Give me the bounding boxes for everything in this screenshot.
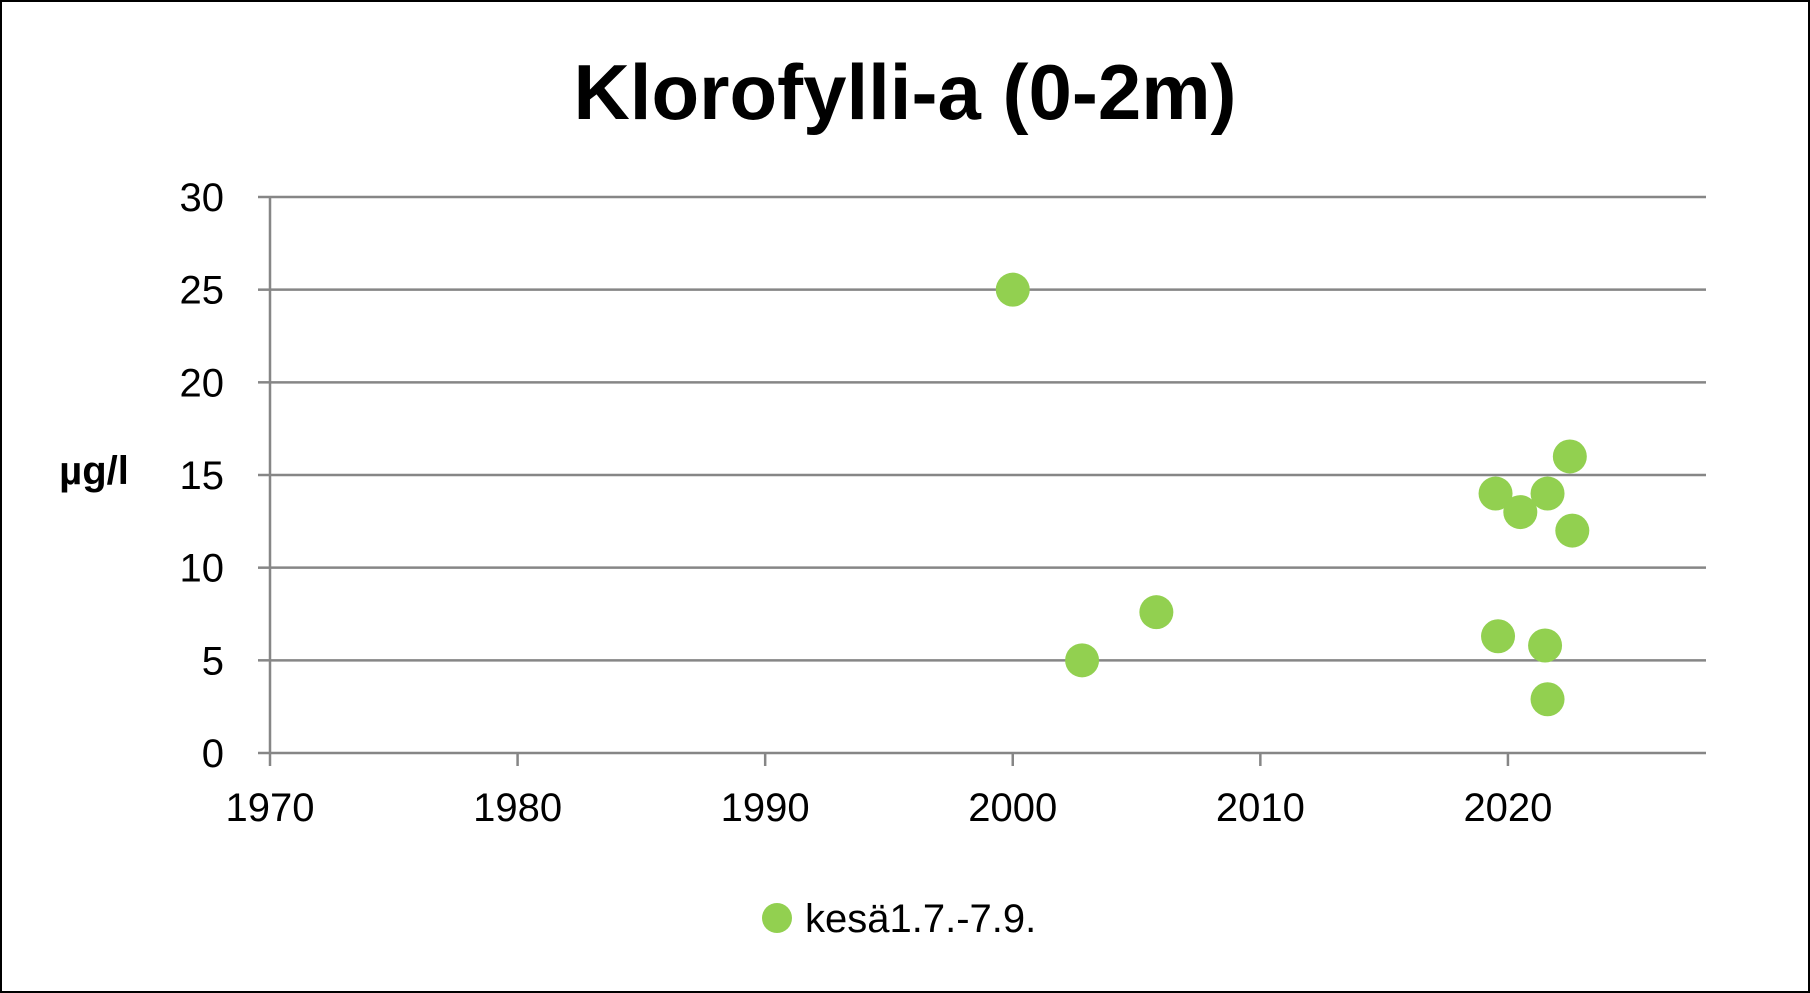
data-point-0-9 <box>1552 439 1587 474</box>
y-tick-label-15: 15 <box>180 454 225 498</box>
y-tick-label-20: 20 <box>180 361 225 405</box>
data-points <box>995 272 1590 717</box>
tick-labels: 0 5 10 15 20 25 30 1970 1980 1990 2000 2010 2020 <box>180 176 1553 830</box>
y-tick-label-30: 30 <box>180 176 225 220</box>
data-point-0-6 <box>1528 628 1563 663</box>
data-point-0-5 <box>1503 495 1538 530</box>
data-point-0-1 <box>1065 643 1100 678</box>
data-point-0-3 <box>1478 476 1513 511</box>
gridlines <box>270 195 1706 662</box>
data-point-0-4 <box>1481 619 1516 654</box>
x-tick-label-2010: 2010 <box>1216 786 1305 830</box>
data-point-0-8 <box>1530 682 1565 717</box>
data-point-0-7 <box>1530 476 1565 511</box>
data-point-0-2 <box>1139 595 1174 630</box>
chart-title: Klorofylli-a (0-2m) <box>573 48 1236 136</box>
data-point-0-10 <box>1555 513 1590 548</box>
x-tick-label-2000: 2000 <box>968 786 1057 830</box>
y-tick-label-25: 25 <box>180 269 225 313</box>
legend-label: kesä1.7.-7.9. <box>805 897 1036 941</box>
x-tick-label-1980: 1980 <box>473 786 562 830</box>
legend: kesä1.7.-7.9. <box>762 897 1036 941</box>
x-tick-label-2020: 2020 <box>1463 786 1552 830</box>
y-tick-label-10: 10 <box>180 547 225 591</box>
axes <box>258 195 1706 766</box>
y-axis-label: µg/l <box>59 449 129 493</box>
x-tick-label-1970: 1970 <box>226 786 315 830</box>
y-tick-label-5: 5 <box>202 639 224 683</box>
y-tick-label-0: 0 <box>202 732 224 776</box>
legend-marker <box>762 903 792 933</box>
data-point-0-0 <box>995 272 1030 307</box>
x-tick-label-1990: 1990 <box>721 786 810 830</box>
